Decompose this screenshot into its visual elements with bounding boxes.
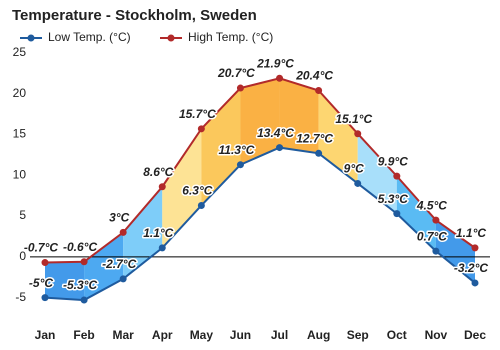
point [119,275,127,283]
value-label: 8.6°C [143,165,173,179]
point [432,247,440,255]
value-label: 20.4°C [295,69,333,83]
x-tick-label: Nov [425,328,448,342]
point [158,244,166,252]
x-tick-label: Jun [230,328,251,342]
point [393,172,401,180]
point [119,228,127,236]
value-label: 20.7°C [217,66,255,80]
y-tick-label: 5 [19,208,26,222]
point [158,183,166,191]
point [41,294,49,302]
range-area [162,128,202,248]
value-label: 13.4°C [257,126,294,140]
point [471,244,479,252]
y-tick-label: 25 [13,45,27,59]
point [41,259,49,267]
value-label: 4.5°C [416,198,447,212]
value-label: 5.3°C [378,192,408,206]
point [315,87,323,95]
legend-label: High Temp. (°C) [188,30,273,44]
series-line [44,146,476,302]
point [315,149,323,157]
x-tick-label: Jul [271,328,288,342]
x-tick-label: Apr [152,328,173,342]
x-tick-label: Jan [35,328,56,342]
point [80,296,88,304]
value-label: -5°C [29,276,53,290]
range-area [357,133,397,214]
range-area [45,261,85,301]
value-label: 21.9°C [256,56,294,70]
value-label: -5.3°C [63,278,97,292]
point [354,130,362,138]
x-tick-label: Sep [347,328,369,342]
legend-marker [167,34,175,42]
value-label: 9°C [344,162,364,176]
x-tick-label: Dec [464,328,486,342]
range-area [240,78,280,165]
range-area [435,220,475,283]
value-label: -0.6°C [63,240,97,254]
value-label: 0.7°C [417,229,447,243]
point [80,258,88,266]
y-tick-label: 10 [13,167,27,181]
point [197,201,205,209]
value-label: 1.1°C [143,226,173,240]
value-label: 12.7°C [296,131,333,145]
value-label: -2.7°C [102,257,136,271]
x-tick-label: May [190,328,214,342]
point [393,210,401,218]
value-label: -3.2°C [454,261,488,275]
value-label: 9.9°C [378,154,408,168]
x-tick-label: Mar [113,328,135,342]
chart-title: Temperature - Stockholm, Sweden [12,7,257,24]
range-area [123,186,163,279]
point [354,179,362,187]
point [471,279,479,287]
legend-marker [27,34,35,42]
point [236,84,244,92]
range-area [201,88,241,206]
point [236,161,244,169]
value-label: 15.1°C [335,112,372,126]
point [197,125,205,133]
y-tick-label: 20 [13,86,27,100]
point [276,74,284,82]
value-label: 3°C [109,211,129,225]
range-area [279,78,319,154]
point [432,216,440,224]
y-tick-label: 0 [19,249,26,263]
series-line [44,77,476,264]
range-area [396,176,436,252]
y-tick-label: -5 [15,290,26,304]
value-label: -0.7°C [24,241,58,255]
value-label: 6.3°C [182,184,212,198]
legend-label: Low Temp. (°C) [48,30,131,44]
x-tick-label: Aug [307,328,330,342]
value-label: 11.3°C [218,143,254,157]
value-label: 1.1°C [456,226,486,240]
y-tick-label: 15 [13,127,27,141]
x-tick-label: Oct [387,328,407,342]
point [276,144,284,152]
x-tick-label: Feb [73,328,94,342]
value-label: 15.7°C [179,107,216,121]
